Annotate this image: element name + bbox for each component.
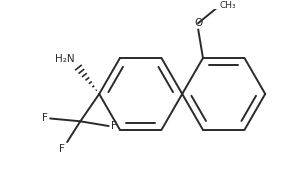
Text: H₂N: H₂N — [55, 54, 75, 64]
Text: F: F — [59, 144, 65, 154]
Text: CH₃: CH₃ — [220, 1, 237, 10]
Text: F: F — [110, 121, 117, 131]
Text: F: F — [42, 114, 48, 123]
Text: O: O — [194, 18, 203, 28]
